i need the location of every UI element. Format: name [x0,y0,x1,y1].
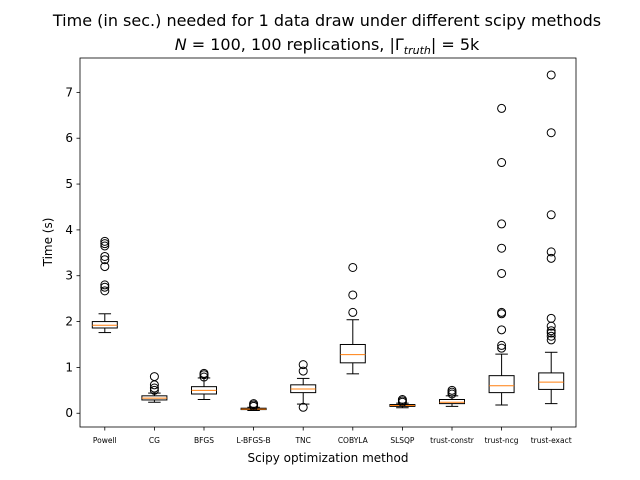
outlier-point [546,253,556,263]
outlier-point [249,399,259,409]
subtitle-text: = 100, 100 replications, |Γ [187,35,404,54]
outlier-point [100,239,110,249]
x-tick-label: trust-exact [531,436,572,445]
outlier-point [149,385,159,395]
outlier-point [447,385,457,395]
box [488,375,515,394]
outlier-point [348,262,358,272]
outlier-point [546,70,556,80]
outlier-point [497,340,507,350]
outlier-point [546,331,556,341]
x-tick-label: Powell [93,436,117,445]
outlier-point [100,282,110,292]
subtitle-tail: | = 5k [431,35,480,54]
outlier-point [497,325,507,335]
outlier-point [397,394,407,404]
plot-area: Powell CG BFGS L-BFGS-B TNC COBYLA SLSQP trust-… [65,57,577,445]
chart-title: Time (in sec.) needed for 1 data draw un… [52,11,601,30]
outlier-point [348,290,358,300]
outlier-point [100,241,110,251]
outlier-point [348,307,358,317]
outlier-point [149,372,159,382]
outlier-point [546,328,556,338]
outlier-point [546,210,556,220]
outlier-point [497,268,507,278]
x-tick-label: BFGS [194,436,214,445]
x-tick-label: COBYLA [338,436,369,445]
outlier-point [497,219,507,229]
outlier-point [149,383,159,393]
box [538,372,565,390]
outlier-point [100,262,110,272]
outlier-point [546,335,556,345]
x-axis-label: Scipy optimization method [248,451,409,465]
y-tick-label: 2 [65,315,73,329]
chart-subtitle: N = 100, 100 replications, |Γtruth| = 5k [175,35,480,57]
outlier-point [100,251,110,261]
outlier-point [298,360,308,370]
y-tick-label: 3 [65,269,73,283]
y-tick-label: 4 [65,223,73,237]
x-tick-label: CG [149,436,160,445]
x-tick-label: L-BFGS-B [237,436,271,445]
outlier-point [100,280,110,290]
outlier-point [546,326,556,336]
y-tick-label: 6 [65,131,73,145]
outlier-point [100,286,110,296]
box [439,398,465,405]
outlier-point [298,402,308,412]
outlier-point [199,372,209,382]
box [339,343,366,364]
y-axis-label: Time (s) [41,218,55,268]
outlier-point [497,307,507,317]
y-tick-label: 0 [65,406,73,420]
subtitle-gamma-sub: truth [404,44,431,57]
outlier-point [497,158,507,168]
subtitle-n-symbol: N [175,35,187,54]
outlier-point [298,366,308,376]
x-tick-label: SLSQP [390,436,415,445]
y-tick-label: 7 [65,85,73,99]
outlier-point [497,343,507,353]
x-tick-label: trust-ncg [485,436,519,445]
outlier-point [546,247,556,257]
outlier-point [497,103,507,113]
outlier-point [100,236,110,246]
y-tick-label: 5 [65,177,73,191]
outlier-point [100,255,110,265]
outlier-point [546,128,556,138]
outlier-point [199,368,209,378]
y-tick-label: 1 [65,360,73,374]
x-tick-label: trust-constr [430,436,475,445]
outlier-point [546,313,556,323]
outlier-point [447,387,457,397]
x-tick-label: TNC [294,436,310,445]
axes-frame [79,57,577,428]
outlier-point [497,243,507,253]
